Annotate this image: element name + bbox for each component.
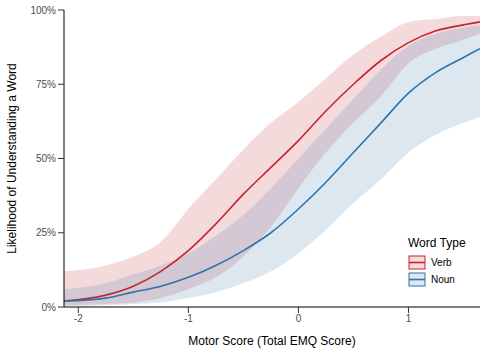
svg-text:-1: -1 — [184, 313, 193, 324]
svg-text:100%: 100% — [30, 5, 56, 16]
svg-text:-2: -2 — [74, 313, 83, 324]
svg-text:Motor Score (Total EMQ Score): Motor Score (Total EMQ Score) — [188, 334, 355, 348]
html-text:Noun: Noun — [431, 274, 455, 285]
svg-text:25%: 25% — [36, 227, 56, 238]
svg-text:0: 0 — [296, 313, 302, 324]
svg-text:Likelihood of Understanding a: Likelihood of Understanding a Word — [8, 63, 19, 254]
svg-text:0%: 0% — [42, 302, 57, 313]
html-text:Word Type: Word Type — [408, 236, 466, 250]
svg-text:75%: 75% — [36, 79, 56, 90]
html-text:Verb: Verb — [431, 257, 452, 268]
svg-text:1: 1 — [406, 313, 412, 324]
svg-text:50%: 50% — [36, 153, 56, 164]
